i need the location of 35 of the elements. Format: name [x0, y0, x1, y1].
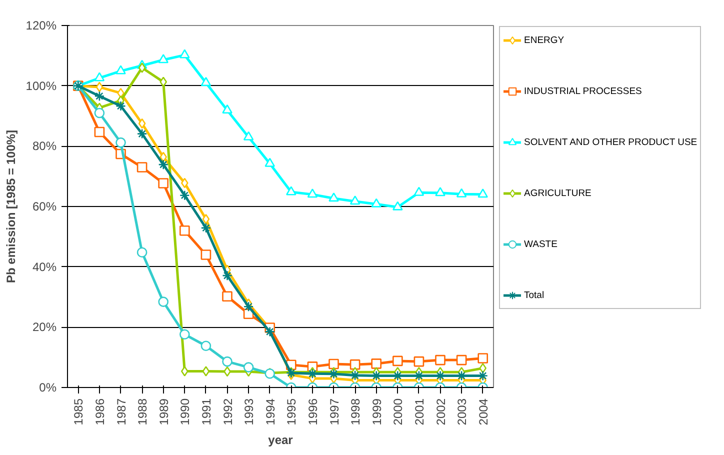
legend-label: Total	[524, 290, 544, 300]
legend-label: INDUSTRIAL PROCESSES	[524, 86, 642, 96]
x-tick-label: 1987	[114, 398, 128, 426]
legend-label: AGRICULTURE	[524, 188, 592, 198]
x-tick-label: 2001	[412, 398, 426, 426]
legend-label: ENERGY	[524, 34, 564, 46]
y-tick-label: 100%	[26, 78, 57, 93]
x-tick-label: 1994	[263, 398, 278, 426]
y-tick-label: 120%	[26, 18, 57, 32]
y-axis-title: Pb emission [1985 = 100%]	[4, 130, 18, 284]
x-tick-label: 1999	[370, 398, 384, 426]
y-tick-label: 60%	[32, 200, 57, 214]
x-tick-label: 1993	[242, 398, 256, 426]
x-tick-label: 1997	[327, 398, 342, 426]
x-tick-label: 1991	[199, 398, 214, 426]
x-tick-label: 1995	[284, 398, 299, 426]
x-tick-label: 1998	[348, 398, 363, 426]
x-axis-title: year	[268, 433, 294, 448]
y-tick-label: 20%	[32, 320, 57, 334]
x-tick-label: 2004	[476, 398, 490, 426]
legend-label: WASTE	[524, 238, 558, 250]
x-tick-label: 1992	[220, 398, 235, 426]
x-tick-label: 2003	[455, 398, 470, 426]
legend-label: SOLVENT AND OTHER PRODUCT USE	[524, 136, 698, 148]
x-tick-label: 1996	[306, 398, 320, 426]
y-tick-label: 40%	[32, 260, 57, 274]
x-tick-label: 1985	[72, 398, 86, 426]
x-tick-label: 2002	[434, 398, 448, 426]
x-tick-label: 1988	[136, 398, 150, 426]
x-tick-label: 1986	[92, 398, 107, 426]
x-tick-label: 1990	[178, 398, 192, 426]
x-tick-label: 1989	[156, 398, 171, 426]
y-tick-label: 0%	[39, 380, 57, 394]
x-tick-label: 2000	[391, 398, 406, 426]
y-tick-label: 80%	[32, 139, 57, 154]
